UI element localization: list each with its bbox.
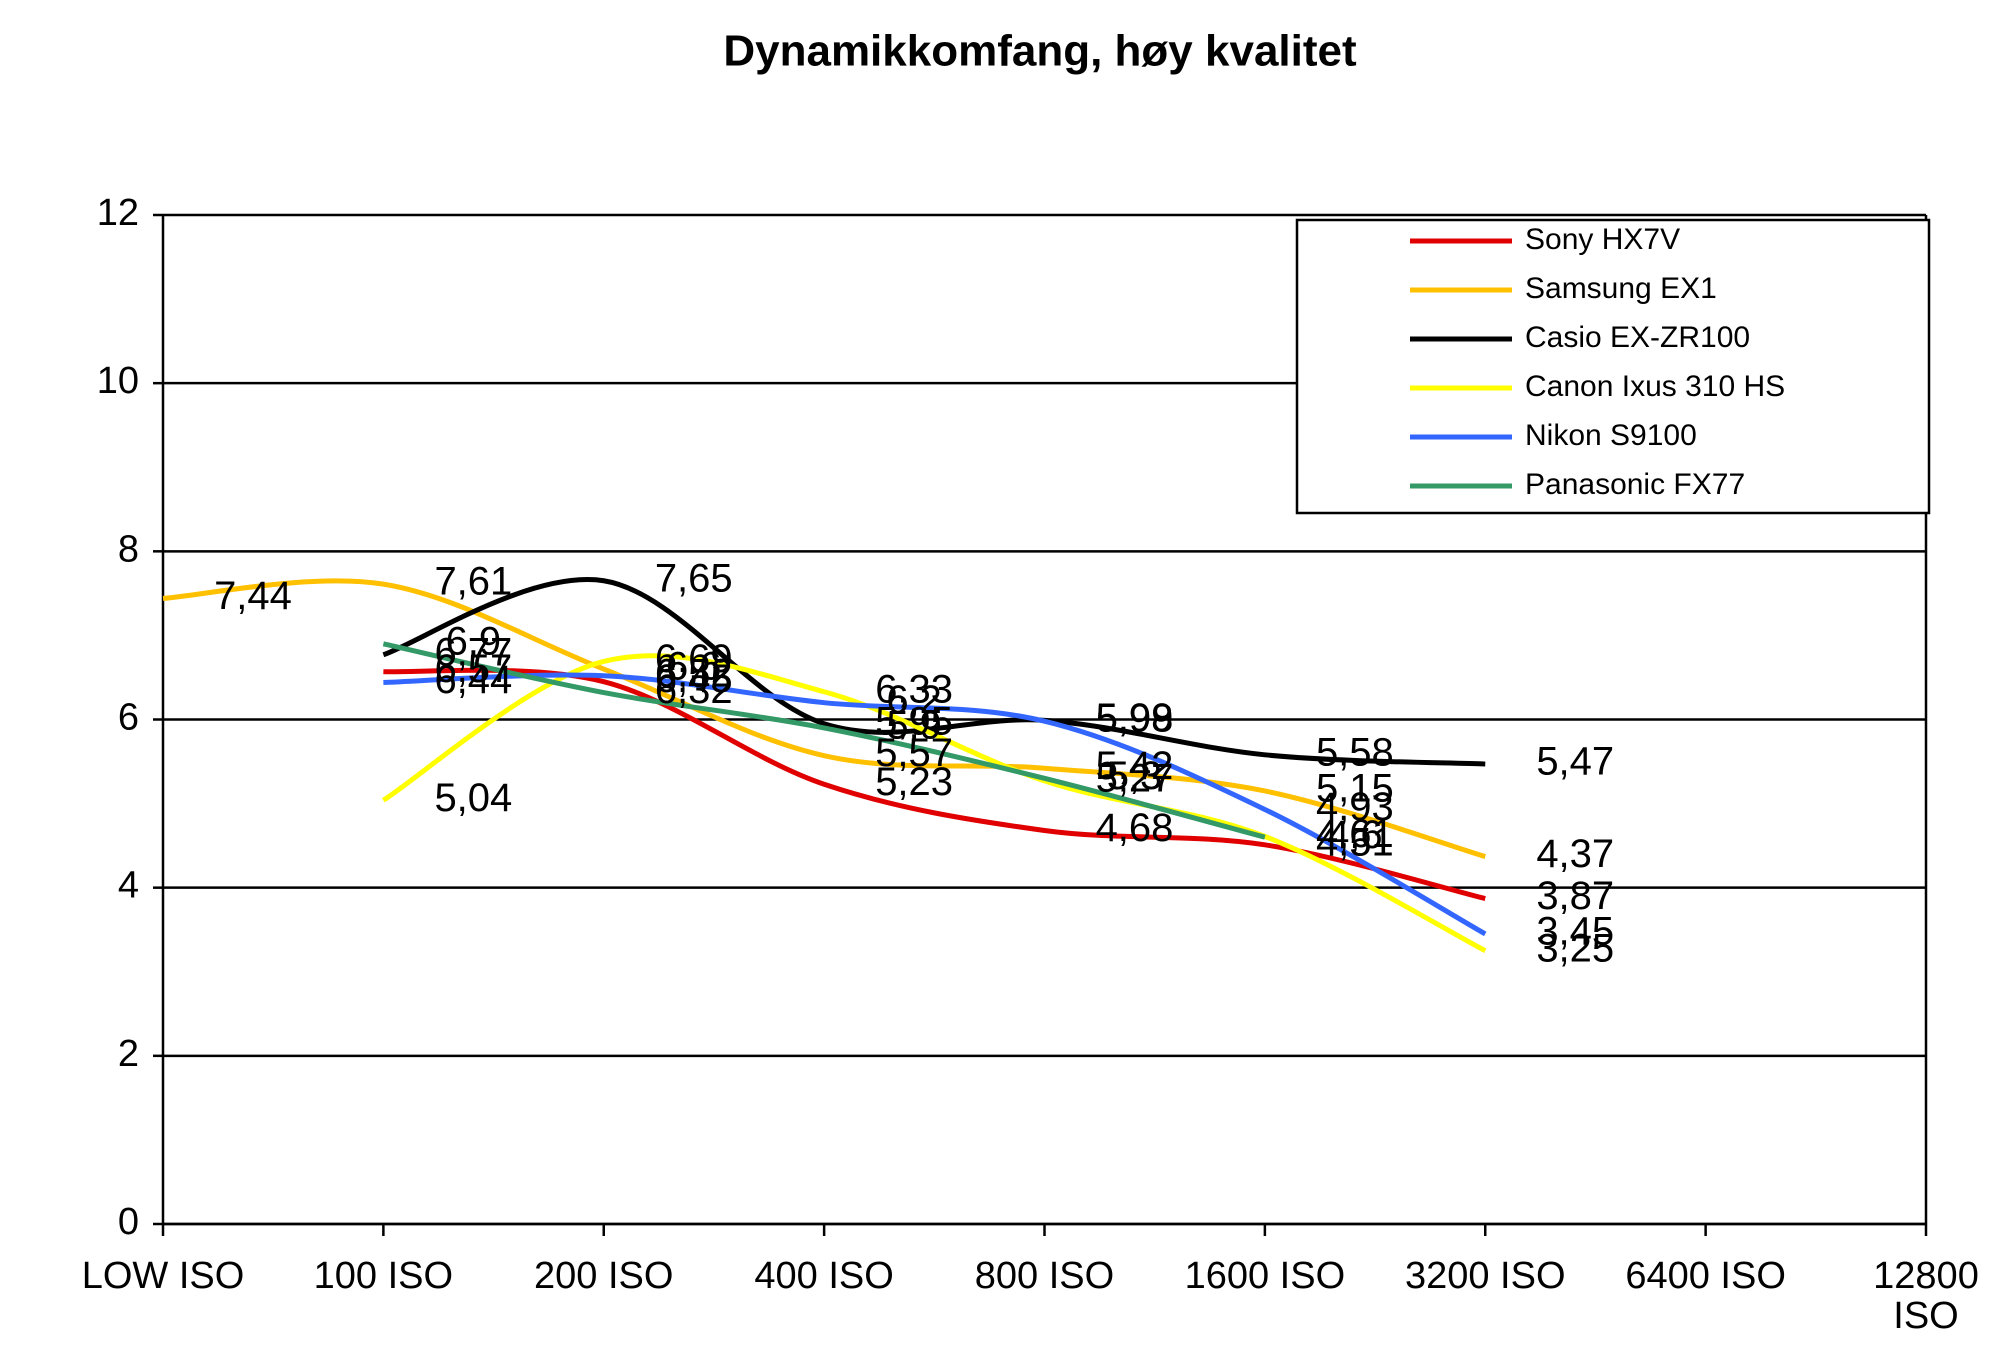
x-tick-label: 800 ISO bbox=[974, 1255, 1115, 1297]
data-label: 6,52 bbox=[655, 651, 733, 695]
data-label: 4,93 bbox=[1316, 785, 1394, 829]
y-tick-label: 2 bbox=[118, 1033, 139, 1075]
x-tick-label: 1600 ISO bbox=[1184, 1255, 1346, 1297]
y-tick-label: 6 bbox=[118, 697, 139, 739]
data-label: 4,51 bbox=[1316, 820, 1394, 864]
y-tick-label: 4 bbox=[118, 865, 139, 907]
y-tick-label: 0 bbox=[118, 1201, 139, 1243]
data-label: 7,44 bbox=[214, 574, 292, 618]
legend-label: Sony HX7V bbox=[1525, 223, 1680, 256]
data-label: 6,69 bbox=[655, 637, 733, 681]
x-tick-label: 3200 ISO bbox=[1404, 1255, 1566, 1297]
y-tick-label: 8 bbox=[118, 528, 139, 570]
y-tick-label: 12 bbox=[97, 192, 139, 234]
y-tick-label: 10 bbox=[97, 360, 139, 402]
data-label: 4,6 bbox=[1327, 813, 1383, 857]
x-tick-label: 400 ISO bbox=[754, 1255, 894, 1297]
chart-title: Dynamikkomfang, høy kvalitet bbox=[723, 27, 1357, 76]
data-label: 7,65 bbox=[655, 556, 733, 600]
data-label: 6,6 bbox=[666, 645, 722, 689]
data-label: 3,87 bbox=[1536, 874, 1614, 918]
x-tick-label: 6400 ISO bbox=[1625, 1255, 1786, 1297]
data-label: 4,68 bbox=[1096, 806, 1174, 850]
data-label: 5,47 bbox=[1536, 740, 1614, 784]
data-label: 6,33 bbox=[875, 667, 953, 711]
x-tick-label: 100 ISO bbox=[313, 1255, 454, 1297]
legend-box bbox=[1295, 218, 1931, 515]
data-label: 4,61 bbox=[1316, 812, 1394, 856]
series-line bbox=[382, 577, 1486, 767]
data-label: 6,9 bbox=[446, 619, 502, 663]
data-label: 6,44 bbox=[434, 658, 512, 702]
data-label: 5,23 bbox=[875, 760, 953, 804]
data-label: 4,37 bbox=[1536, 832, 1614, 876]
data-label: 7,61 bbox=[434, 560, 512, 604]
legend-label: Casio EX-ZR100 bbox=[1525, 321, 1750, 354]
series-line bbox=[382, 641, 1266, 840]
legend-label: Samsung EX1 bbox=[1525, 272, 1717, 305]
data-label: 5,58 bbox=[1316, 730, 1394, 774]
data-label: 5,42 bbox=[1096, 744, 1174, 788]
data-label: 5,99 bbox=[1096, 696, 1174, 740]
data-label: 6,57 bbox=[434, 647, 512, 691]
legend-label: Nikon S9100 bbox=[1525, 419, 1697, 452]
data-label: 5,98 bbox=[1096, 697, 1174, 741]
data-label: 6,77 bbox=[434, 630, 512, 674]
series-line bbox=[162, 578, 1486, 859]
data-label: 5,3 bbox=[1107, 754, 1163, 798]
data-label: 5,27 bbox=[1096, 756, 1174, 800]
data-label: 6,45 bbox=[655, 657, 733, 701]
data-label: 5,95 bbox=[875, 699, 953, 743]
data-label: 6,2 bbox=[886, 678, 942, 722]
data-label: 6,32 bbox=[655, 668, 733, 712]
data-label: 3,25 bbox=[1536, 926, 1614, 970]
data-label: 5,04 bbox=[434, 776, 512, 820]
x-tick-label: 12800 ISO bbox=[1873, 1255, 1979, 1337]
data-label: 5,9 bbox=[886, 703, 942, 747]
data-label: 5,57 bbox=[875, 731, 953, 775]
data-label: 3,45 bbox=[1536, 909, 1614, 953]
legend-label: Panasonic FX77 bbox=[1525, 468, 1745, 501]
data-label: 5,15 bbox=[1316, 767, 1394, 811]
x-tick-label: 200 ISO bbox=[534, 1255, 674, 1297]
x-tick-label: LOW ISO bbox=[81, 1255, 245, 1297]
series-line bbox=[383, 672, 1487, 937]
legend-label: Canon Ixus 310 HS bbox=[1525, 370, 1785, 403]
